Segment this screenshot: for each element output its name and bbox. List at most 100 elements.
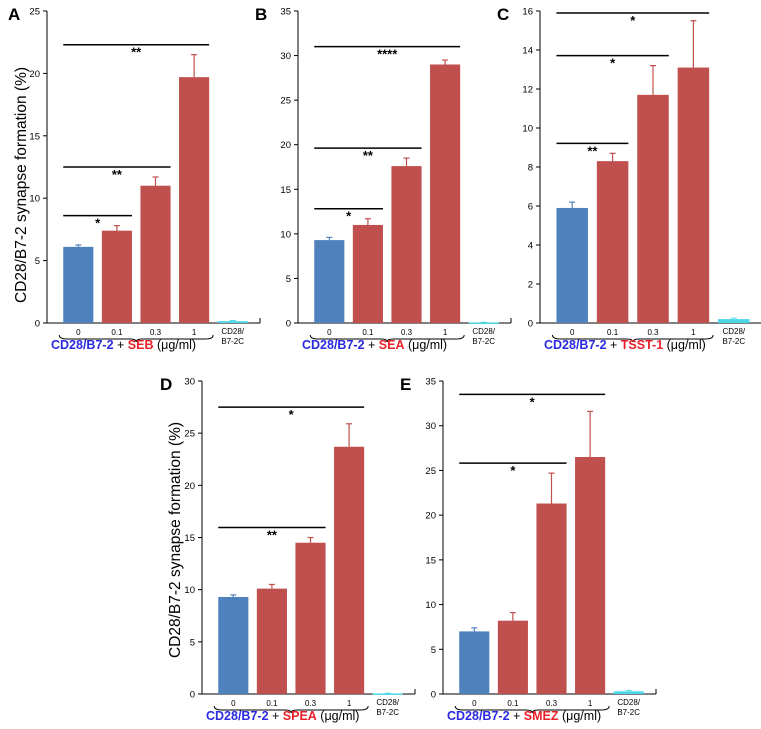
y-tick-label: 10: [29, 194, 40, 205]
bar-control: [468, 322, 499, 325]
bar-0.3: [295, 542, 326, 694]
y-tick-label: 10: [280, 229, 291, 240]
category-label: 0.1: [111, 328, 123, 337]
bar-1: [179, 77, 210, 323]
y-tick-label: 15: [184, 533, 195, 544]
x-label-toxin: SEB: [128, 338, 154, 352]
panel-a: A 0 5 10 15 20 25 0 0.1 0.3 1 CD28/B7-2C CD28/B7-2 +…: [8, 5, 261, 352]
y-tick-label: 4: [528, 241, 533, 252]
category-label: 1: [588, 699, 593, 708]
significance-stars: *: [289, 407, 295, 422]
bar-1: [677, 67, 710, 323]
x-label-plus: +: [365, 338, 379, 352]
y-tick-label: 5: [431, 645, 436, 656]
bar-control: [372, 693, 403, 695]
bar-0: [63, 246, 94, 323]
category-label: 1: [347, 699, 352, 708]
significance-stars: **: [267, 528, 278, 543]
x-label-plus: +: [269, 709, 283, 723]
y-tick-label: 20: [425, 511, 436, 522]
control-label-line2: B7-2C: [376, 708, 399, 717]
y-tick-label: 0: [431, 690, 436, 701]
bar-control: [217, 321, 248, 323]
category-label: 0.1: [507, 699, 519, 708]
bar-control: [718, 319, 750, 323]
y-tick-label: 20: [184, 481, 195, 492]
control-label-line2: B7-2C: [472, 337, 495, 346]
y-tick-label: 25: [29, 7, 40, 18]
category-label: 0.3: [546, 699, 558, 708]
significance-stars: *: [95, 216, 101, 231]
category-label: 0.3: [150, 328, 162, 337]
bar-0.3: [536, 503, 567, 694]
y-tick-label: 8: [528, 163, 533, 174]
x-label-base: CD28/B7-2: [544, 338, 607, 352]
category-brace: [551, 334, 714, 343]
category-label: 0: [327, 328, 332, 337]
x-label-toxin: SMEZ: [524, 709, 559, 723]
category-brace: [213, 705, 369, 714]
category-label: 0.1: [266, 699, 278, 708]
significance-stars: *: [630, 13, 636, 28]
bar-0.1: [596, 161, 629, 323]
panel-letter: C: [497, 5, 509, 24]
y-tick-label: 14: [522, 46, 533, 57]
x-axis-label: CD28/B7-2 + SEB (μg/ml): [51, 338, 196, 352]
y-axis-label-bottom: CD28/B7-2 synapse formation (%): [167, 422, 184, 658]
category-label: 1: [192, 328, 197, 337]
y-tick-label: 30: [280, 51, 291, 62]
bar-1: [334, 446, 365, 694]
x-label-plus: +: [510, 709, 524, 723]
bar-0.1: [101, 230, 132, 323]
significance-stars: *: [610, 56, 616, 71]
y-tick-label: 25: [425, 466, 436, 477]
bar-0.1: [497, 620, 528, 694]
panel-letter: B: [255, 5, 267, 24]
bar-1: [575, 457, 606, 694]
category-brace: [309, 334, 465, 343]
significance-stars: **: [112, 167, 123, 182]
significance-stars: **: [131, 45, 142, 60]
x-label-unit: (μg/ml): [153, 338, 196, 352]
category-brace: [454, 705, 610, 714]
control-label-line1: CD28/: [376, 698, 399, 707]
x-label-base: CD28/B7-2: [206, 709, 269, 723]
y-tick-label: 10: [522, 124, 533, 135]
bar-0.1: [256, 588, 287, 694]
bar-0.1: [352, 224, 383, 323]
y-tick-label: 0: [528, 319, 533, 330]
control-label-line1: CD28/: [617, 698, 640, 707]
bar-0.3: [637, 94, 669, 323]
control-label-line2: B7-2C: [617, 708, 640, 717]
control-label-line1: CD28/: [722, 327, 745, 336]
category-label: 0.3: [401, 328, 413, 337]
bar-0: [459, 631, 490, 694]
panel-letter: D: [160, 375, 172, 394]
significance-stars: *: [530, 394, 536, 409]
y-tick-label: 15: [280, 185, 291, 196]
panel-e: E 0 5 10 15 20 25 30 35 0 0.1 0.3 1 CD28/B7-2C CD28/B7…: [400, 375, 657, 723]
category-label: 0: [472, 699, 477, 708]
control-label-line2: B7-2C: [722, 337, 745, 346]
bar-control: [613, 691, 644, 694]
x-label-base: CD28/B7-2: [302, 338, 365, 352]
y-tick-label: 15: [425, 555, 436, 566]
y-tick-label: 12: [522, 85, 533, 96]
significance-stars: *: [346, 209, 352, 224]
bar-0: [556, 207, 588, 323]
significance-stars: **: [587, 143, 598, 158]
category-label: 0.1: [362, 328, 374, 337]
bar-0.3: [140, 185, 171, 323]
bar-1: [430, 64, 461, 323]
y-tick-label: 16: [522, 7, 533, 18]
significance-stars: **: [363, 148, 374, 163]
x-label-toxin: SEA: [379, 338, 405, 352]
y-tick-label: 20: [29, 69, 40, 80]
category-label: 0.3: [647, 328, 659, 337]
panel-letter: E: [400, 375, 411, 394]
y-tick-label: 25: [280, 96, 291, 107]
y-tick-label: 5: [286, 274, 291, 285]
x-axis-label: CD28/B7-2 + SMEZ (μg/ml): [447, 709, 601, 723]
category-label: 1: [443, 328, 448, 337]
